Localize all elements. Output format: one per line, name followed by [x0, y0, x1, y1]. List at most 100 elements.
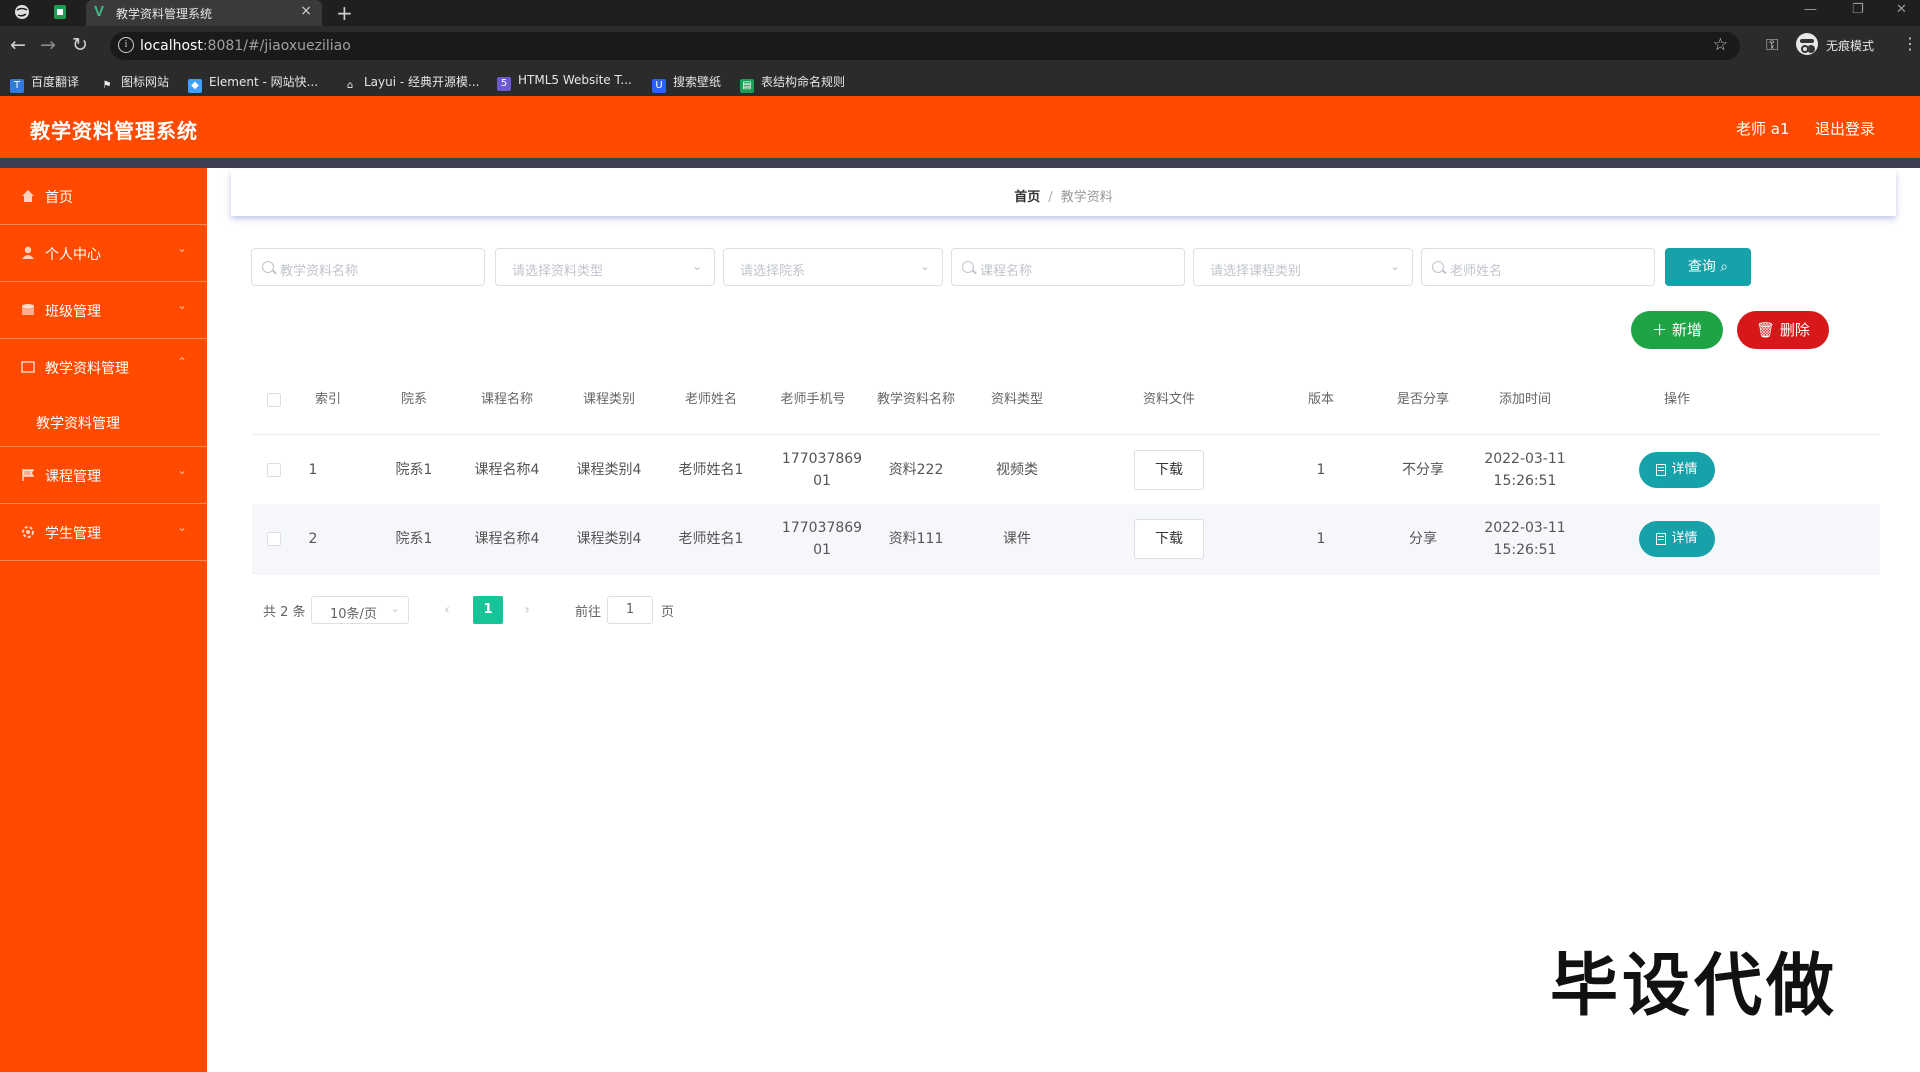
sidebar-item-label: 首页: [45, 190, 73, 206]
incognito-icon: [1796, 33, 1818, 55]
bookmarks-bar: T 百度翻译 ⚑ 图标网站 ◆ Element - 网站快... ⌂ Layui - 经…: [0, 66, 1920, 96]
material-name-input[interactable]: 教学资料名称: [251, 248, 485, 286]
browser-tab-active[interactable]: V 教学资料管理系统 ×: [86, 0, 322, 26]
key-icon[interactable]: ⚿: [1766, 35, 1779, 54]
details-button[interactable]: 详情: [1639, 451, 1715, 488]
col-teacher: 老师姓名: [684, 392, 737, 407]
restore-icon[interactable]: ❐: [1852, 2, 1864, 17]
cell-course: 课程名称4: [474, 461, 540, 478]
material-type-placeholder: 请选择资料类型: [512, 264, 604, 279]
new-tab-button[interactable]: +: [336, 1, 353, 25]
row-checkbox[interactable]: [267, 531, 281, 546]
col-index: 索引: [314, 392, 341, 407]
layui-icon: ⌂: [346, 80, 354, 91]
details-button[interactable]: 详情: [1639, 520, 1715, 557]
teacher-name-input[interactable]: 老师姓名: [1421, 248, 1655, 286]
search-icon: ⌕: [1720, 259, 1729, 275]
forward-icon[interactable]: →: [40, 34, 56, 56]
cell-category: 课程类别4: [576, 530, 642, 547]
query-button[interactable]: 查询 ⌕: [1665, 248, 1751, 286]
next-page-icon[interactable]: ›: [524, 602, 530, 618]
page-unit-label: 页: [661, 605, 675, 620]
department-select[interactable]: 请选择院系 ⌄: [723, 248, 943, 286]
bookmark-item[interactable]: T 百度翻译: [10, 73, 79, 93]
flag-icon: ⚑: [102, 80, 112, 91]
delete-label: 删除: [1779, 321, 1810, 339]
table-header: 索引 院系 课程名称 课程类别 老师姓名 老师手机号 教学资料名称 资料类型 资…: [252, 366, 1880, 435]
table-row: 1 院系1 课程名称4 课程类别4 老师姓名1 17703786901 资料22…: [252, 435, 1880, 505]
prev-page-icon[interactable]: ‹: [444, 602, 450, 618]
url-host: localhost: [140, 38, 203, 54]
goto-page-input[interactable]: 1: [607, 596, 653, 624]
close-window-icon[interactable]: ✕: [1896, 2, 1907, 17]
wallpaper-icon: U: [652, 79, 666, 93]
sidebar-item-materials[interactable]: 教学资料管理 ⌃: [0, 339, 207, 395]
bookmark-item[interactable]: ▤ 表结构命名规则: [740, 73, 845, 93]
bookmark-item[interactable]: ⌂ Layui - 经典开源模...: [343, 73, 480, 93]
select-all-checkbox[interactable]: [267, 393, 281, 407]
page-number-current[interactable]: 1: [473, 596, 503, 624]
cell-date: 2022-03-11: [1484, 450, 1566, 467]
course-category-placeholder: 请选择课程类别: [1210, 264, 1302, 279]
incognito-indicator[interactable]: 无痕模式: [1796, 30, 1900, 60]
search-icon: [962, 261, 974, 273]
url-field[interactable]: i localhost:8081/#/jiaoxueziliao ☆: [110, 32, 1740, 60]
sidebar-subitem-materials[interactable]: 教学资料管理: [0, 396, 207, 447]
sidebar-item-course[interactable]: 课程管理 ⌄: [0, 447, 207, 504]
row-checkbox[interactable]: [267, 462, 281, 477]
col-material: 教学资料名称: [876, 392, 955, 407]
sheet-icon[interactable]: [52, 4, 68, 20]
bookmark-item[interactable]: U 搜索壁纸: [652, 73, 721, 93]
chevron-down-icon: ⌄: [176, 463, 187, 477]
download-button[interactable]: 下载: [1134, 518, 1204, 559]
cell-dept: 院系1: [395, 530, 433, 547]
sidebar: 首页 个人中心 ⌄ 班级管理 ⌄ 教学资料管理 ⌃ 教学资料管理 课程管理 ⌄ …: [0, 168, 207, 1072]
bookmark-item[interactable]: ⚑ 图标网站: [100, 73, 170, 93]
minimize-icon[interactable]: —: [1804, 2, 1817, 17]
bookmark-star-icon[interactable]: ☆: [1712, 35, 1728, 55]
col-type: 资料类型: [990, 392, 1043, 407]
sidebar-item-home[interactable]: 首页: [0, 168, 207, 225]
material-type-select[interactable]: 请选择资料类型 ⌄: [495, 248, 715, 286]
download-button[interactable]: 下载: [1134, 449, 1204, 490]
add-button[interactable]: ＋ 新增: [1631, 311, 1723, 349]
cell-index: 1: [308, 461, 318, 478]
breadcrumb: 首页 / 教学资料: [231, 170, 1896, 216]
col-file: 资料文件: [1142, 392, 1195, 407]
logout-link[interactable]: 退出登录: [1815, 120, 1876, 138]
bookmark-item[interactable]: 5 HTML5 Website T...: [497, 73, 632, 91]
chevron-down-icon: ⌄: [176, 241, 187, 255]
cell-version: 1: [1316, 530, 1326, 547]
home-icon: [22, 190, 34, 202]
sidebar-item-label: 班级管理: [45, 304, 101, 320]
sidebar-item-profile[interactable]: 个人中心 ⌄: [0, 225, 207, 282]
info-icon[interactable]: i: [118, 37, 134, 53]
cell-course: 课程名称4: [474, 530, 540, 547]
chevron-down-icon: ⌄: [176, 520, 187, 534]
breadcrumb-current: 教学资料: [1060, 190, 1113, 205]
flag-icon: [22, 469, 35, 481]
cell-phone: 17703786901: [781, 519, 863, 558]
cell-teacher: 老师姓名1: [678, 461, 744, 478]
tab-close-icon[interactable]: ×: [300, 3, 312, 19]
delete-button[interactable]: 🗑 删除: [1737, 311, 1829, 349]
cell-share: 不分享: [1402, 461, 1444, 478]
course-category-select[interactable]: 请选择课程类别 ⌄: [1193, 248, 1413, 286]
page-size-select[interactable]: 10条/页 ⌄: [311, 596, 409, 624]
back-icon[interactable]: ←: [10, 34, 26, 56]
pagination: 共 2 条 10条/页 ⌄ ‹ 1 › 前往 1 页: [255, 594, 855, 624]
element-icon: ◆: [188, 79, 202, 93]
user-name[interactable]: 老师 a1: [1736, 120, 1790, 138]
sidebar-item-students[interactable]: 学生管理 ⌄: [0, 504, 207, 561]
breadcrumb-home[interactable]: 首页: [1014, 190, 1041, 205]
col-course: 课程名称: [480, 392, 533, 407]
browser-menu-icon[interactable]: ⋮: [1902, 34, 1918, 53]
reload-icon[interactable]: ↻: [72, 34, 88, 56]
bookmark-item[interactable]: ◆ Element - 网站快...: [188, 73, 318, 93]
header-divider: [0, 158, 1920, 168]
app-header: 教学资料管理系统 老师 a1 退出登录: [0, 96, 1920, 158]
sidebar-item-class[interactable]: 班级管理 ⌄: [0, 282, 207, 339]
globe-icon: [15, 5, 29, 19]
document-icon: [1656, 532, 1667, 545]
course-name-input[interactable]: 课程名称: [951, 248, 1185, 286]
